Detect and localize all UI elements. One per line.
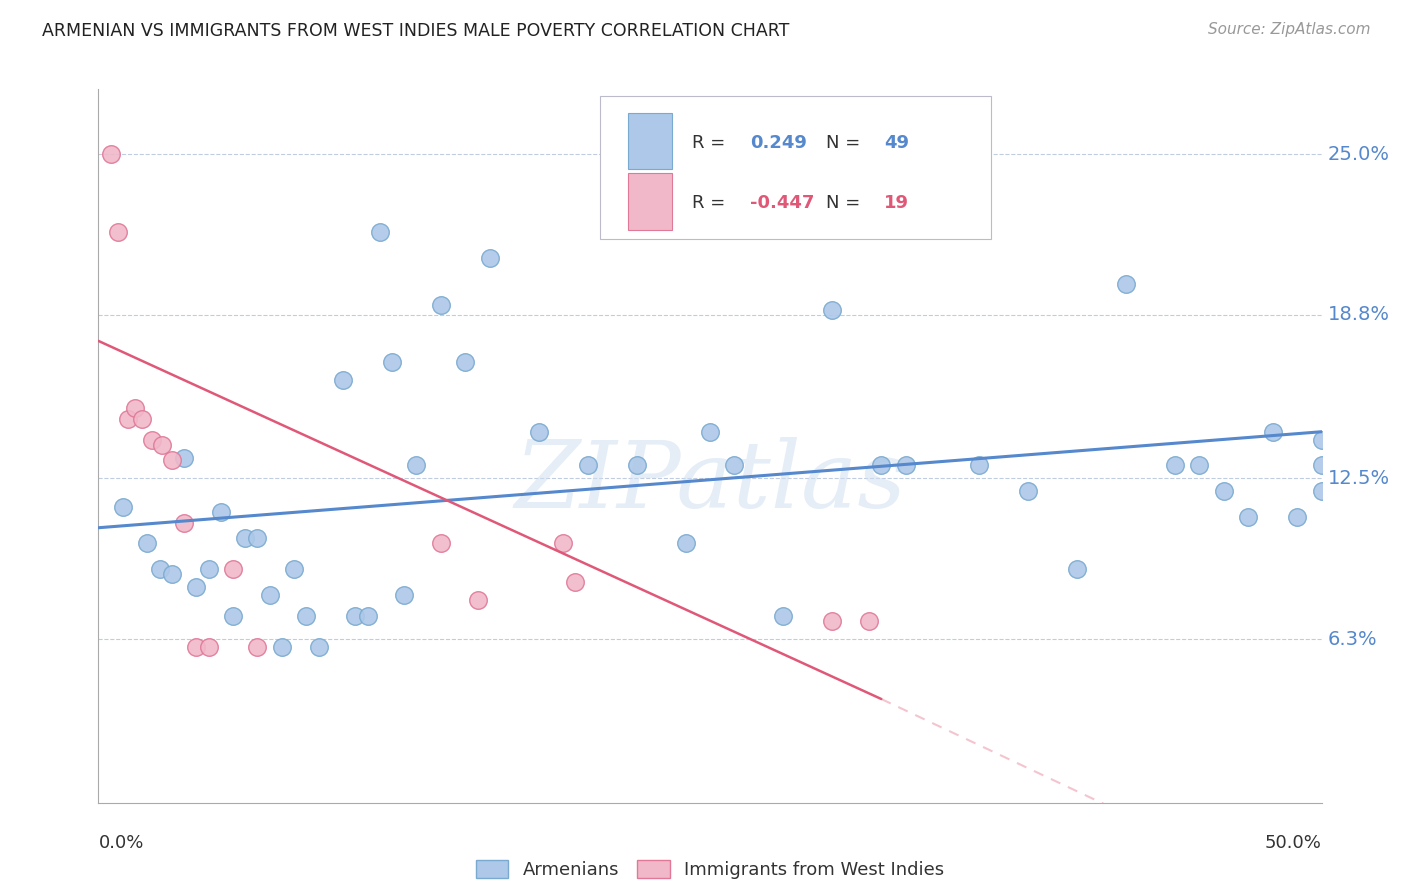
- Point: [564, 575, 586, 590]
- Point: [1310, 484, 1333, 499]
- Point: [246, 531, 269, 545]
- Point: [222, 562, 245, 576]
- Point: [186, 581, 208, 595]
- Point: [1115, 277, 1137, 291]
- Text: 12.5%: 12.5%: [1327, 469, 1391, 488]
- Point: [870, 458, 893, 473]
- Point: [430, 297, 453, 311]
- Point: [283, 562, 305, 576]
- Point: [1286, 510, 1309, 524]
- Text: ZIPatlas: ZIPatlas: [515, 437, 905, 526]
- Text: N =: N =: [827, 194, 866, 212]
- Point: [1310, 458, 1333, 473]
- Point: [100, 147, 122, 161]
- Point: [467, 593, 489, 607]
- Legend: Armenians, Immigrants from West Indies: Armenians, Immigrants from West Indies: [468, 853, 952, 887]
- Point: [478, 251, 501, 265]
- Point: [173, 450, 195, 465]
- Point: [186, 640, 208, 654]
- Text: 18.8%: 18.8%: [1327, 305, 1389, 325]
- Text: 25.0%: 25.0%: [1327, 145, 1389, 163]
- Text: N =: N =: [827, 134, 866, 152]
- Point: [308, 640, 330, 654]
- Text: 19: 19: [884, 194, 908, 212]
- Point: [173, 516, 195, 530]
- Point: [405, 458, 427, 473]
- Point: [197, 640, 219, 654]
- Point: [111, 500, 134, 514]
- Point: [392, 588, 416, 602]
- Text: Source: ZipAtlas.com: Source: ZipAtlas.com: [1208, 22, 1371, 37]
- Point: [576, 458, 599, 473]
- Point: [430, 536, 453, 550]
- Point: [141, 433, 163, 447]
- Text: 50.0%: 50.0%: [1265, 834, 1322, 852]
- Point: [1212, 484, 1234, 499]
- FancyBboxPatch shape: [600, 96, 991, 239]
- Point: [150, 438, 173, 452]
- Point: [1261, 425, 1284, 439]
- Point: [626, 458, 648, 473]
- Point: [675, 536, 697, 550]
- Point: [344, 609, 367, 624]
- Point: [136, 536, 159, 550]
- Point: [967, 458, 990, 473]
- Point: [723, 458, 745, 473]
- Point: [1188, 458, 1211, 473]
- Text: -0.447: -0.447: [751, 194, 814, 212]
- Point: [270, 640, 294, 654]
- Text: 49: 49: [884, 134, 908, 152]
- Point: [527, 425, 550, 439]
- Point: [356, 609, 378, 624]
- Point: [160, 453, 183, 467]
- Point: [233, 531, 256, 545]
- Point: [454, 354, 477, 368]
- FancyBboxPatch shape: [628, 173, 672, 230]
- Point: [858, 614, 880, 628]
- Point: [295, 609, 318, 624]
- Point: [131, 411, 153, 425]
- Point: [553, 536, 575, 550]
- Point: [894, 458, 917, 473]
- Point: [381, 354, 404, 368]
- Text: 6.3%: 6.3%: [1327, 630, 1378, 648]
- Point: [197, 562, 219, 576]
- Point: [160, 567, 183, 582]
- Point: [699, 425, 721, 439]
- Text: R =: R =: [692, 134, 731, 152]
- Point: [332, 373, 354, 387]
- FancyBboxPatch shape: [628, 112, 672, 169]
- Point: [246, 640, 269, 654]
- Text: 0.249: 0.249: [751, 134, 807, 152]
- Point: [1237, 510, 1260, 524]
- Point: [209, 505, 232, 519]
- Point: [117, 411, 139, 425]
- Point: [124, 401, 146, 416]
- Text: ARMENIAN VS IMMIGRANTS FROM WEST INDIES MALE POVERTY CORRELATION CHART: ARMENIAN VS IMMIGRANTS FROM WEST INDIES …: [42, 22, 790, 40]
- Point: [821, 614, 844, 628]
- Point: [772, 609, 794, 624]
- Point: [1066, 562, 1088, 576]
- Point: [259, 588, 281, 602]
- Point: [1164, 458, 1187, 473]
- Point: [1310, 433, 1333, 447]
- Point: [107, 225, 129, 239]
- Point: [1017, 484, 1039, 499]
- Text: 0.0%: 0.0%: [98, 834, 143, 852]
- Point: [821, 302, 844, 317]
- Text: R =: R =: [692, 194, 731, 212]
- Point: [368, 225, 391, 239]
- Point: [222, 609, 245, 624]
- Point: [149, 562, 172, 576]
